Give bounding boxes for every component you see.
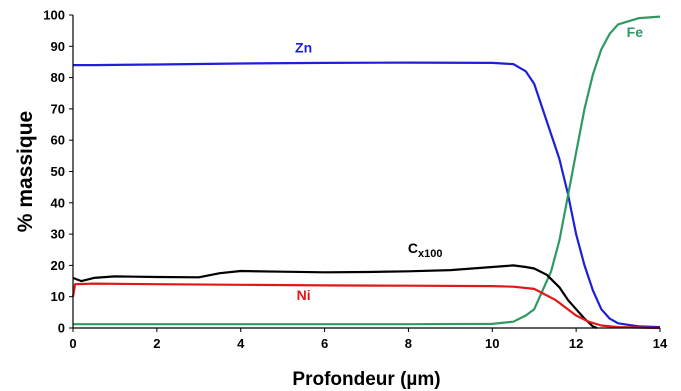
y-tick-label: 80 xyxy=(51,70,65,85)
series-lines xyxy=(71,15,661,330)
series-label-ni: Ni xyxy=(297,287,311,303)
y-tick-label: 20 xyxy=(51,258,65,273)
series-label-zn: Zn xyxy=(295,40,312,56)
y-tick-label: 30 xyxy=(51,227,65,242)
series-labels: Zn Fe Cx100 Ni xyxy=(295,24,643,303)
y-tick-label: 100 xyxy=(43,8,65,23)
series-line-zn xyxy=(73,61,661,329)
x-tick-label: 10 xyxy=(485,336,499,351)
y-tick-label: 0 xyxy=(58,321,65,336)
x-tick-label: 2 xyxy=(153,336,160,351)
x-tick-label: 0 xyxy=(69,336,76,351)
series-line-cx100 xyxy=(72,264,598,330)
y-axis-ticks: 0 10 20 30 40 50 60 70 80 90 100 xyxy=(43,8,73,336)
x-axis-ticks: 0 2 4 6 8 10 12 14 xyxy=(69,328,668,351)
x-tick-label: 6 xyxy=(321,336,328,351)
y-tick-label: 90 xyxy=(51,39,65,54)
series-line-ni xyxy=(71,282,661,330)
series-label-fe: Fe xyxy=(627,24,644,40)
y-axis-title: % massique xyxy=(14,111,37,232)
y-tick-label: 70 xyxy=(51,101,65,116)
x-tick-label: 4 xyxy=(237,336,245,351)
x-axis-title: Profondeur (µm) xyxy=(292,369,440,390)
plot-frame xyxy=(72,15,660,329)
x-tick-label: 8 xyxy=(405,336,412,351)
y-tick-label: 60 xyxy=(51,133,65,148)
y-tick-label: 40 xyxy=(51,195,65,210)
y-tick-label: 50 xyxy=(51,164,65,179)
x-tick-label: 14 xyxy=(653,336,668,351)
y-tick-label: 10 xyxy=(51,289,65,304)
series-line-fe xyxy=(73,15,661,326)
series-label-cx100: Cx100 xyxy=(408,240,443,260)
x-tick-label: 12 xyxy=(569,336,583,351)
